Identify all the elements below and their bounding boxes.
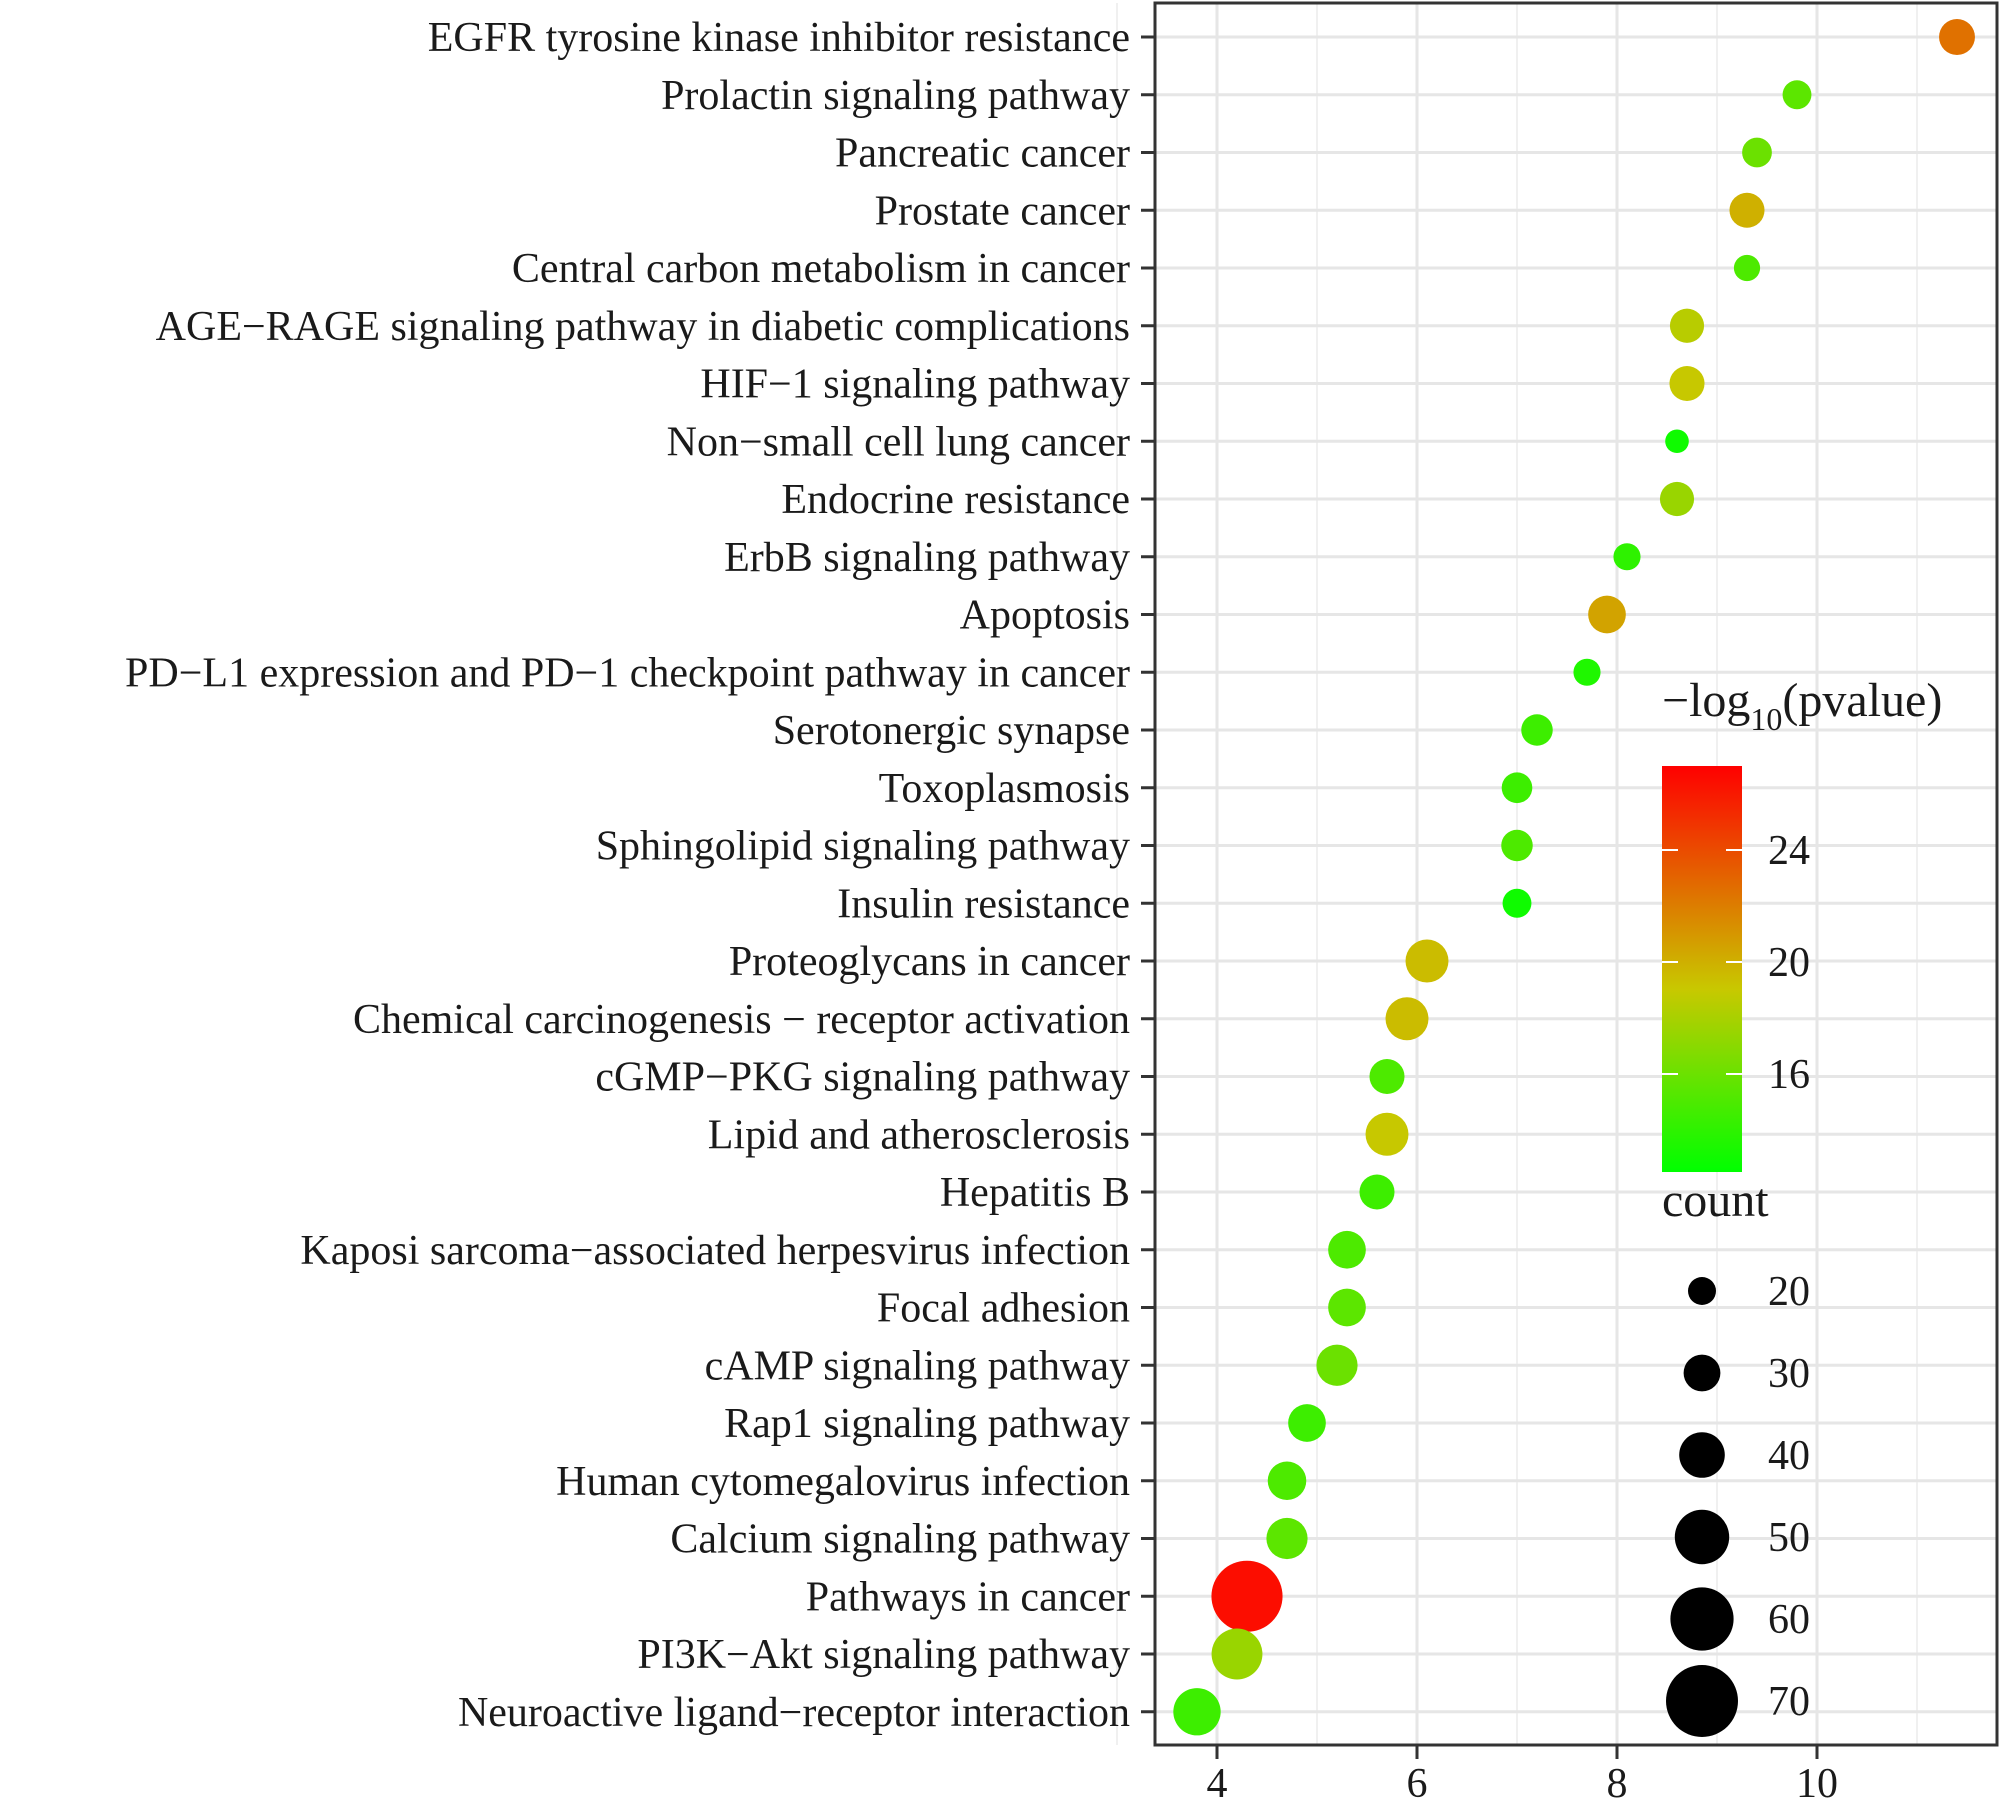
data-point	[1521, 714, 1553, 746]
size-legend-dot	[1670, 1587, 1734, 1651]
pathway-label: Non−small cell lung cancer	[667, 419, 1130, 465]
size-legend-label: 30	[1768, 1351, 1810, 1397]
color-legend-label: 24	[1768, 828, 1810, 874]
y-axis-ticks	[1141, 35, 1155, 1714]
size-legend-label: 70	[1768, 1679, 1810, 1725]
data-point	[1733, 254, 1761, 282]
color-legend-title: −log10(pvalue)	[1662, 674, 1942, 737]
data-point	[1729, 192, 1765, 228]
size-legend-label: 60	[1768, 1597, 1810, 1643]
data-point	[1211, 1628, 1263, 1680]
pathway-label: Chemical carcinogenesis − receptor activ…	[353, 997, 1130, 1043]
size-legend-dot	[1683, 1354, 1721, 1392]
pathway-label: Central carbon metabolism in cancer	[512, 246, 1130, 292]
pathway-label: Endocrine resistance	[781, 477, 1130, 523]
data-point	[1405, 939, 1449, 983]
data-point	[1365, 1112, 1409, 1156]
pathway-label: Prostate cancer	[875, 188, 1130, 234]
size-legend-dot	[1688, 1277, 1716, 1305]
data-points	[1173, 19, 1975, 1736]
pathway-label: Rap1 signaling pathway	[724, 1401, 1130, 1447]
pathway-label: Neuroactive ligand−receptor interaction	[458, 1690, 1130, 1736]
pathway-label: Pancreatic cancer	[835, 131, 1130, 177]
data-point	[1742, 137, 1772, 168]
pathway-label: Serotonergic synapse	[773, 708, 1130, 754]
pathway-label: Lipid and atherosclerosis	[708, 1112, 1130, 1158]
pathway-label: AGE−RAGE signaling pathway in diabetic c…	[156, 304, 1130, 350]
data-point	[1211, 1560, 1283, 1632]
data-point	[1588, 595, 1626, 634]
data-point	[1288, 1404, 1326, 1442]
color-legend: −log10(pvalue) 24 20 16	[1662, 674, 1942, 1172]
data-point	[1328, 1288, 1366, 1327]
data-point	[1385, 997, 1429, 1041]
pathway-label: Prolactin signaling pathway	[661, 73, 1130, 119]
data-point	[1369, 1058, 1405, 1095]
pathway-label: Pathways in cancer	[806, 1574, 1130, 1620]
data-point	[1659, 481, 1695, 517]
size-legend-label: 50	[1768, 1515, 1810, 1561]
pathway-label: Kaposi sarcoma−associated herpesvirus in…	[300, 1228, 1130, 1274]
x-tick-label: 4	[1207, 1761, 1228, 1803]
x-tick-label: 8	[1607, 1761, 1628, 1803]
data-point	[1782, 80, 1812, 110]
size-legend-dot	[1666, 1665, 1738, 1737]
data-point	[1613, 543, 1641, 571]
pathway-label: Insulin resistance	[837, 881, 1130, 927]
data-point	[1669, 365, 1705, 402]
data-point	[1316, 1344, 1358, 1386]
data-point	[1669, 308, 1705, 343]
pathway-label: HIF−1 signaling pathway	[700, 362, 1130, 408]
pathway-label: Apoptosis	[960, 593, 1130, 639]
x-axis: 4 6 8 10	[1207, 1745, 1838, 1803]
data-point	[1502, 888, 1532, 918]
x-tick-label: 10	[1796, 1761, 1838, 1803]
size-legend-label: 20	[1768, 1269, 1810, 1315]
pathway-label: ErbB signaling pathway	[724, 535, 1130, 581]
data-point	[1501, 772, 1533, 804]
plot-border	[1153, 1, 1999, 1747]
data-point	[1173, 1688, 1221, 1736]
size-legend: count 20 30 40 50 60 70	[1662, 1174, 1810, 1737]
data-point	[1266, 1517, 1308, 1560]
pathway-label: cAMP signaling pathway	[705, 1343, 1130, 1389]
x-tick-label: 6	[1407, 1761, 1428, 1803]
data-point	[1328, 1230, 1366, 1269]
size-legend-title: count	[1662, 1174, 1769, 1227]
pathway-label: cGMP−PKG signaling pathway	[595, 1055, 1130, 1101]
data-point	[1939, 19, 1975, 55]
size-legend-dot	[1674, 1509, 1730, 1565]
pathway-label: Sphingolipid signaling pathway	[596, 824, 1130, 870]
data-point	[1267, 1461, 1307, 1501]
color-legend-label: 20	[1768, 940, 1810, 986]
pathway-label: Proteoglycans in cancer	[729, 939, 1130, 985]
data-point	[1665, 429, 1689, 454]
pathway-label: Hepatitis B	[940, 1170, 1130, 1216]
pathway-label: Focal adhesion	[877, 1286, 1130, 1332]
size-legend-dot	[1679, 1432, 1725, 1478]
data-point	[1359, 1174, 1395, 1210]
pathway-label: PD−L1 expression and PD−1 checkpoint pat…	[125, 650, 1130, 696]
pathway-label: Human cytomegalovirus infection	[556, 1459, 1130, 1505]
y-axis-labels: EGFR tyrosine kinase inhibitor resistanc…	[125, 15, 1130, 1736]
pathway-label: Calcium signaling pathway	[670, 1517, 1130, 1563]
color-legend-label: 16	[1768, 1052, 1810, 1098]
grid-lines	[1116, 3, 1997, 1745]
size-legend-label: 40	[1768, 1433, 1810, 1479]
plot-panel	[1155, 3, 1997, 1745]
data-point	[1573, 658, 1601, 686]
color-bar	[1662, 766, 1742, 1172]
pathway-label: EGFR tyrosine kinase inhibitor resistanc…	[428, 15, 1130, 61]
pathway-label: Toxoplasmosis	[879, 766, 1130, 812]
data-point	[1501, 829, 1533, 862]
pathway-label: PI3K−Akt signaling pathway	[637, 1632, 1130, 1678]
